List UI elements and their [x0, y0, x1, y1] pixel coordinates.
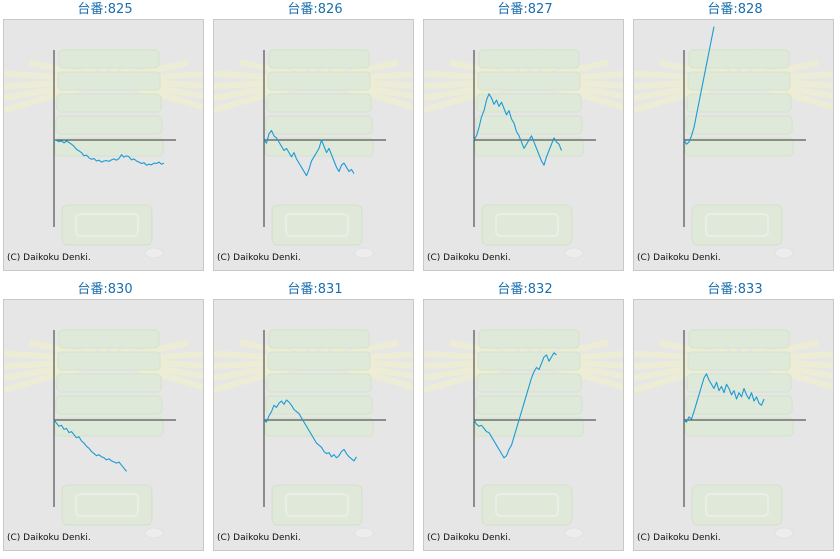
- machine-chart: 台番:828 (C) Daikoku Denki.: [630, 0, 840, 279]
- series-line: [53, 419, 127, 472]
- chart-svg: [424, 329, 623, 539]
- background-artwork: [634, 49, 833, 259]
- machine-chart: 台番:831 (C) Daikoku Denki.: [210, 280, 420, 559]
- copyright-text: (C) Daikoku Denki.: [427, 533, 511, 543]
- chart-panel: (C) Daikoku Denki.: [633, 299, 834, 551]
- machine-chart: 台番:827 (C) Daikoku Denki.: [420, 0, 630, 279]
- background-artwork: [214, 49, 413, 259]
- background-artwork: [634, 329, 833, 539]
- background-artwork: [424, 49, 623, 259]
- background-artwork: [4, 49, 203, 259]
- chart-panel: (C) Daikoku Denki.: [213, 299, 414, 551]
- chart-svg: [4, 329, 203, 539]
- chart-title[interactable]: 台番:830: [77, 282, 133, 297]
- series-line: [263, 129, 355, 177]
- machine-chart: 台番:825 (C) Daikoku Denki.: [0, 0, 210, 279]
- chart-svg: [214, 49, 413, 259]
- chart-panel: (C) Daikoku Denki.: [423, 19, 624, 271]
- series-line: [473, 93, 563, 166]
- machine-chart: 台番:832 (C) Daikoku Denki.: [420, 280, 630, 559]
- machine-chart: 台番:826 (C) Daikoku Denki.: [210, 0, 420, 279]
- chart-panel: (C) Daikoku Denki.: [3, 299, 204, 551]
- copyright-text: (C) Daikoku Denki.: [217, 253, 301, 263]
- chart-title[interactable]: 台番:827: [497, 2, 553, 17]
- series-line: [683, 26, 715, 145]
- chart-title[interactable]: 台番:828: [707, 2, 763, 17]
- copyright-text: (C) Daikoku Denki.: [7, 533, 91, 543]
- machine-chart: 台番:830 (C) Daikoku Denki.: [0, 280, 210, 559]
- chart-title[interactable]: 台番:831: [287, 282, 343, 297]
- background-artwork: [214, 329, 413, 539]
- series-line: [53, 139, 165, 166]
- chart-title[interactable]: 台番:833: [707, 282, 763, 297]
- chart-svg: [424, 49, 623, 259]
- copyright-text: (C) Daikoku Denki.: [427, 253, 511, 263]
- series-line: [473, 352, 557, 459]
- chart-panel: (C) Daikoku Denki.: [213, 19, 414, 271]
- background-artwork: [4, 329, 203, 539]
- chart-svg: [634, 329, 833, 539]
- copyright-text: (C) Daikoku Denki.: [217, 533, 301, 543]
- copyright-text: (C) Daikoku Denki.: [637, 533, 721, 543]
- chart-panel: (C) Daikoku Denki.: [3, 19, 204, 271]
- chart-svg: [634, 26, 833, 259]
- chart-svg: [4, 49, 203, 259]
- background-artwork: [424, 329, 623, 539]
- series-line: [263, 399, 357, 462]
- copyright-text: (C) Daikoku Denki.: [637, 253, 721, 263]
- chart-title[interactable]: 台番:832: [497, 282, 553, 297]
- chart-title[interactable]: 台番:826: [287, 2, 343, 17]
- machine-chart: 台番:833 (C) Daikoku Denki.: [630, 280, 840, 559]
- chart-title[interactable]: 台番:825: [77, 2, 133, 17]
- chart-panel: (C) Daikoku Denki.: [423, 299, 624, 551]
- series-line: [683, 373, 765, 423]
- chart-svg: [214, 329, 413, 539]
- copyright-text: (C) Daikoku Denki.: [7, 253, 91, 263]
- chart-panel: (C) Daikoku Denki.: [633, 19, 834, 271]
